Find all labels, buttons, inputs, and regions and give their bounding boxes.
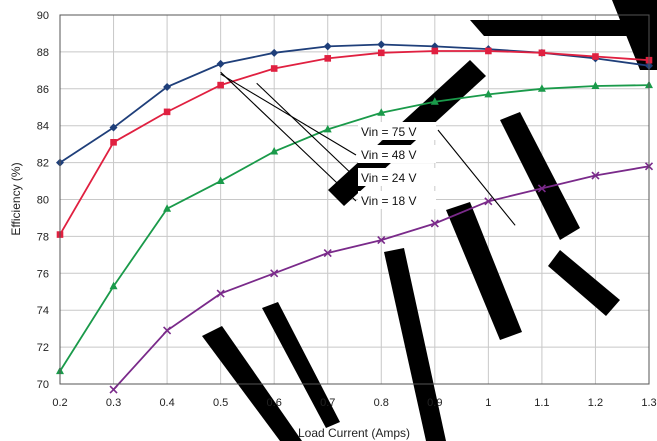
- data-point: [109, 281, 118, 290]
- y-tick-label: 86: [37, 84, 49, 96]
- series-line: [59, 43, 650, 164]
- x-tick-label: 0.9: [427, 397, 442, 409]
- annotation-label: Vin = 75 V: [361, 125, 417, 139]
- data-point: [163, 108, 171, 116]
- y-tick-label: 80: [37, 195, 49, 207]
- plot-frame: [59, 14, 650, 385]
- data-point: [377, 108, 386, 116]
- data-point: [323, 42, 332, 51]
- data-point: [431, 47, 439, 55]
- watermark-stroke: [612, 0, 657, 70]
- data-point: [216, 289, 225, 298]
- y-tick-label: 76: [37, 268, 49, 280]
- data-point: [217, 81, 224, 89]
- data-point: [163, 326, 172, 335]
- x-tick-label: 0.2: [52, 397, 67, 409]
- data-point: [430, 97, 439, 105]
- x-tick-label: 0.5: [213, 397, 228, 409]
- watermark-stroke: [548, 250, 620, 316]
- x-tick-label: 0.7: [320, 397, 335, 409]
- data-point: [270, 269, 279, 278]
- y-tick-label: 84: [37, 121, 49, 133]
- series-line: [59, 50, 650, 236]
- data-point: [377, 49, 385, 57]
- data-point: [110, 139, 117, 146]
- watermark-stroke: [470, 20, 657, 36]
- data-point: [484, 89, 493, 98]
- data-point: [323, 248, 332, 258]
- y-tick-label: 72: [37, 342, 49, 354]
- x-tick-label: 1: [485, 397, 491, 409]
- watermark-stroke: [500, 112, 580, 240]
- x-tick-label: 0.4: [159, 397, 174, 409]
- data-point: [537, 84, 546, 92]
- data-point: [270, 147, 279, 155]
- y-tick-label: 74: [37, 305, 49, 317]
- data-point: [270, 48, 279, 57]
- data-point: [323, 124, 332, 133]
- annotation-leader: [437, 129, 516, 226]
- data-point: [163, 82, 172, 91]
- watermark: [202, 0, 657, 441]
- annotation-label: Vin = 18 V: [361, 194, 417, 208]
- data-point: [484, 197, 493, 206]
- y-tick-label: 70: [37, 379, 49, 391]
- series-vin-18-v: [56, 40, 653, 167]
- series-line: [59, 84, 650, 372]
- y-tick-labels: 70 72 74 76 78 80 82 84 86 88 90: [37, 10, 49, 391]
- x-tick-label: 0.3: [106, 397, 121, 409]
- data-point: [485, 47, 492, 55]
- x-axis-label: Load Current (Amps): [298, 426, 410, 440]
- annotation-leader: [220, 71, 357, 202]
- data-point: [377, 236, 386, 245]
- data-point: [592, 53, 599, 60]
- data-point: [109, 123, 118, 132]
- data-point: [538, 49, 546, 57]
- annotation-leader: [220, 73, 357, 156]
- data-point: [591, 81, 600, 90]
- data-point: [377, 40, 386, 49]
- data-point: [270, 65, 278, 72]
- data-point: [324, 55, 332, 62]
- series-vin-75-v: [109, 162, 654, 394]
- x-tick-label: 1.1: [534, 397, 549, 409]
- x-tick-label: 0.8: [374, 397, 389, 409]
- data-point: [163, 204, 172, 212]
- annotations: Vin = 75 V Vin = 48 V Vin = 24 V Vin = 18 V: [220, 71, 516, 226]
- data-point: [430, 219, 439, 228]
- annotation-label: Vin = 48 V: [361, 148, 417, 162]
- y-tick-label: 82: [37, 158, 49, 170]
- watermark-stroke: [446, 202, 522, 340]
- x-tick-label: 0.6: [267, 397, 282, 409]
- watermark-stroke: [262, 302, 340, 428]
- data-point: [216, 59, 225, 68]
- series-group: [56, 40, 654, 394]
- x-tick-labels: 0.2 0.3 0.4 0.5 0.6 0.7 0.8 0.9 1 1.1 1.2 1.3: [52, 397, 656, 409]
- annotation-bg: [358, 145, 436, 163]
- annotation-leader: [256, 82, 357, 179]
- data-point: [591, 171, 600, 180]
- y-tick-label: 78: [37, 231, 49, 243]
- annotation-bg: [358, 191, 436, 209]
- series-vin-24-v: [56, 47, 653, 238]
- watermark-stroke: [384, 248, 446, 441]
- data-point: [216, 176, 225, 185]
- annotation-label: Vin = 24 V: [361, 171, 417, 185]
- x-tick-label: 1.3: [641, 397, 656, 409]
- data-point: [537, 184, 546, 193]
- y-axis-label: Efficiency (%): [9, 162, 23, 235]
- y-tick-label: 88: [37, 47, 49, 59]
- annotation-bg: [358, 168, 436, 186]
- y-tick-label: 90: [37, 10, 49, 22]
- data-point: [109, 385, 118, 394]
- series-vin-48-v: [56, 80, 653, 375]
- annotation-bg: [358, 122, 436, 140]
- x-tick-label: 1.2: [588, 397, 603, 409]
